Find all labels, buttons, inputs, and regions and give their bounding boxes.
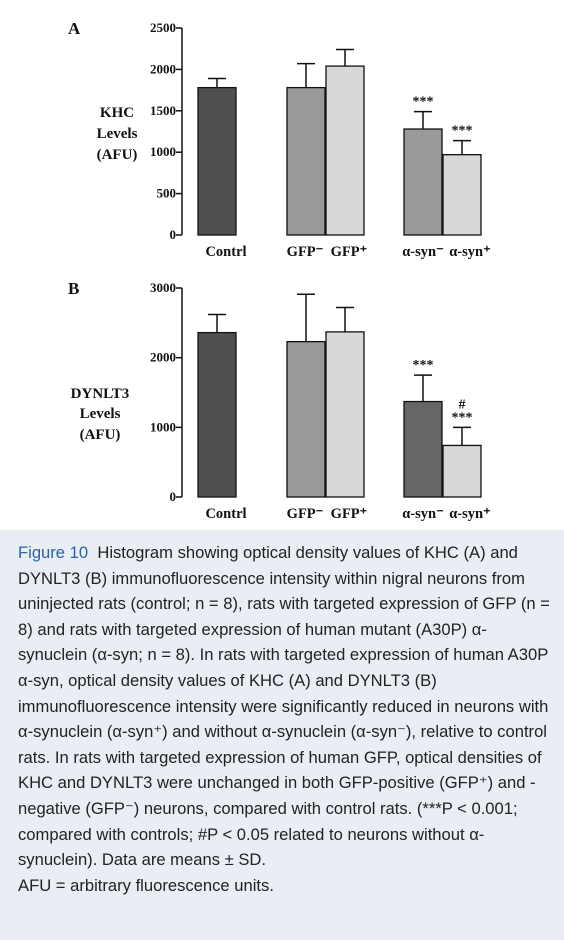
y-axis-label: Levels — [97, 126, 138, 142]
bar — [403, 128, 443, 236]
caption-footnote: AFU = arbitrary fluorescence units. — [18, 875, 274, 895]
y-axis-label: (AFU) — [97, 147, 138, 163]
figure-panel: A 0 500 1000 1500 2000 2500 KHC Levels (AFU) Contr… — [0, 0, 564, 530]
y-axis-label: DYNLT3 — [71, 386, 130, 402]
panel-label: A — [68, 19, 81, 38]
y-axis-label: Levels — [80, 406, 121, 422]
y-tick-label: 1000 — [150, 144, 176, 159]
y-tick-label: 2000 — [150, 61, 176, 76]
category-label: Contrl — [205, 244, 246, 260]
y-tick-label: 2000 — [150, 350, 176, 365]
significance-label: *** — [413, 358, 434, 373]
category-label: GFP⁺ — [331, 506, 368, 522]
bar — [286, 86, 326, 236]
y-axis-label: (AFU) — [80, 427, 121, 443]
y-tick-label: 2500 — [150, 20, 176, 35]
y-axis-label: KHC — [100, 105, 134, 121]
category-label: GFP⁻ — [287, 506, 324, 522]
category-label: α-syn⁺ — [449, 506, 491, 522]
y-tick-label: 3000 — [150, 280, 176, 295]
category-label: GFP⁻ — [287, 244, 324, 260]
category-label: α-syn⁻ — [402, 244, 444, 260]
y-tick-label: 1000 — [150, 419, 176, 434]
bar — [325, 65, 365, 236]
bar — [325, 331, 365, 498]
significance-label: *** — [452, 410, 473, 425]
significance-label: # — [459, 397, 466, 412]
category-label: α-syn⁻ — [402, 506, 444, 522]
y-tick-label: 0 — [170, 489, 177, 504]
category-label: α-syn⁺ — [449, 244, 491, 260]
category-label: Contrl — [205, 506, 246, 522]
caption-text: Histogram showing optical density values… — [18, 543, 550, 870]
y-tick-label: 0 — [170, 227, 177, 242]
panel-label: B — [68, 279, 79, 298]
bar — [197, 331, 237, 498]
bar — [442, 154, 482, 236]
bar — [286, 340, 326, 498]
bar — [403, 400, 443, 498]
category-label: GFP⁺ — [331, 244, 368, 260]
y-tick-label: 1500 — [150, 103, 176, 118]
significance-label: *** — [452, 124, 473, 139]
caption-label: Figure 10 — [18, 543, 89, 562]
y-tick-label: 500 — [157, 186, 177, 201]
figure-caption: Figure 10 Histogram showing optical dens… — [18, 540, 554, 898]
bar — [197, 86, 237, 236]
significance-label: *** — [413, 95, 434, 110]
bar — [442, 444, 482, 498]
bar-chart-figure: A 0 500 1000 1500 2000 2500 KHC Levels (AFU) Contr… — [68, 19, 491, 522]
